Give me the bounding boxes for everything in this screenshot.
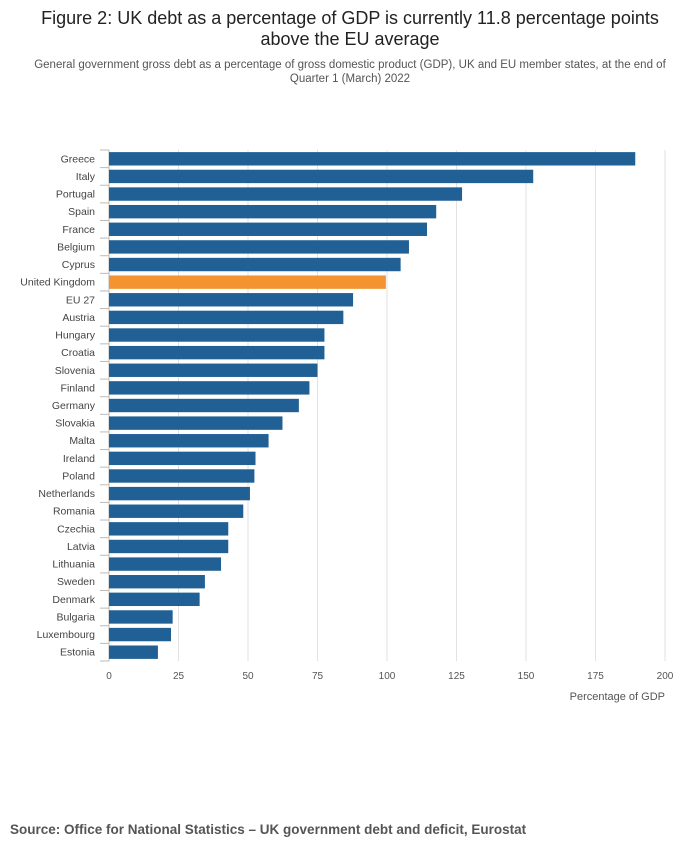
chart-subtitle: General government gross debt as a perce… xyxy=(34,59,666,85)
chart-title: Figure 2: UK debt as a percentage of GDP… xyxy=(41,8,659,49)
x-tick-label: 175 xyxy=(587,671,604,682)
category-label: Austria xyxy=(62,312,95,324)
category-label: Portugal xyxy=(56,189,95,201)
category-label: Croatia xyxy=(61,347,95,359)
category-label: Netherlands xyxy=(38,488,95,500)
bar[interactable] xyxy=(109,592,200,607)
bar[interactable] xyxy=(109,345,325,360)
category-label: Romania xyxy=(53,506,95,518)
category-label: Czechia xyxy=(57,523,95,535)
bar[interactable] xyxy=(109,293,354,307)
bar[interactable] xyxy=(109,504,244,518)
category-label: United Kingdom xyxy=(20,277,95,289)
bar[interactable] xyxy=(109,328,325,342)
category-label: Germany xyxy=(52,400,96,412)
category-label: Estonia xyxy=(60,647,95,659)
bar[interactable] xyxy=(109,222,428,236)
x-tick-label: 125 xyxy=(448,671,465,682)
bar[interactable] xyxy=(109,486,250,501)
category-label: France xyxy=(62,224,95,236)
category-label: Lithuania xyxy=(52,559,95,571)
bar[interactable] xyxy=(109,416,283,430)
category-label: Italy xyxy=(76,171,96,183)
bar[interactable] xyxy=(109,610,173,624)
bar[interactable] xyxy=(109,152,636,166)
category-label: Ireland xyxy=(63,453,95,465)
bar-chart: 0 25 50 75 100 125 150 175 200 Greece Italy Portuga… xyxy=(20,149,674,703)
bar[interactable] xyxy=(109,240,409,254)
category-label: Luxembourg xyxy=(37,629,96,641)
x-tick-label: 75 xyxy=(312,671,324,682)
bar[interactable] xyxy=(109,398,299,413)
category-label: Greece xyxy=(61,153,96,165)
bar[interactable] xyxy=(109,451,256,466)
category-label: Belgium xyxy=(57,241,95,253)
bar[interactable] xyxy=(109,522,229,536)
category-label: Bulgaria xyxy=(56,611,95,623)
bar[interactable] xyxy=(109,469,255,483)
bar[interactable] xyxy=(109,187,463,201)
bar[interactable] xyxy=(109,575,205,589)
category-label: Hungary xyxy=(55,330,95,342)
x-tick-label: 150 xyxy=(518,671,535,682)
x-axis-title: Percentage of GDP xyxy=(570,691,665,703)
category-label: Poland xyxy=(62,470,95,482)
category-label: Slovenia xyxy=(55,365,95,377)
bar[interactable] xyxy=(109,627,171,642)
bar[interactable] xyxy=(109,557,222,571)
bar[interactable] xyxy=(109,363,318,377)
x-tick-label: 25 xyxy=(173,671,185,682)
category-label: Sweden xyxy=(57,576,95,588)
bar[interactable] xyxy=(109,539,229,554)
bar[interactable] xyxy=(109,204,437,219)
x-tick-label: 100 xyxy=(379,671,396,682)
category-label: Finland xyxy=(61,382,96,394)
bar[interactable] xyxy=(109,434,269,448)
x-tick-label: 50 xyxy=(242,671,254,682)
bar[interactable] xyxy=(109,381,310,395)
category-label: EU 27 xyxy=(66,294,95,306)
bar[interactable] xyxy=(109,169,534,184)
x-tick-label: 0 xyxy=(106,671,112,682)
bar[interactable] xyxy=(109,645,158,659)
category-label: Spain xyxy=(68,206,95,218)
bar[interactable] xyxy=(109,310,344,325)
source-note: Source: Office for National Statistics –… xyxy=(10,822,527,837)
bar[interactable] xyxy=(109,257,401,272)
category-label: Cyprus xyxy=(62,259,95,271)
category-label: Latvia xyxy=(67,541,95,553)
category-label: Slovakia xyxy=(55,418,95,430)
x-tick-label: 200 xyxy=(657,671,674,682)
bar[interactable] xyxy=(109,275,386,289)
category-label: Denmark xyxy=(52,594,95,606)
category-label: Malta xyxy=(69,435,95,447)
